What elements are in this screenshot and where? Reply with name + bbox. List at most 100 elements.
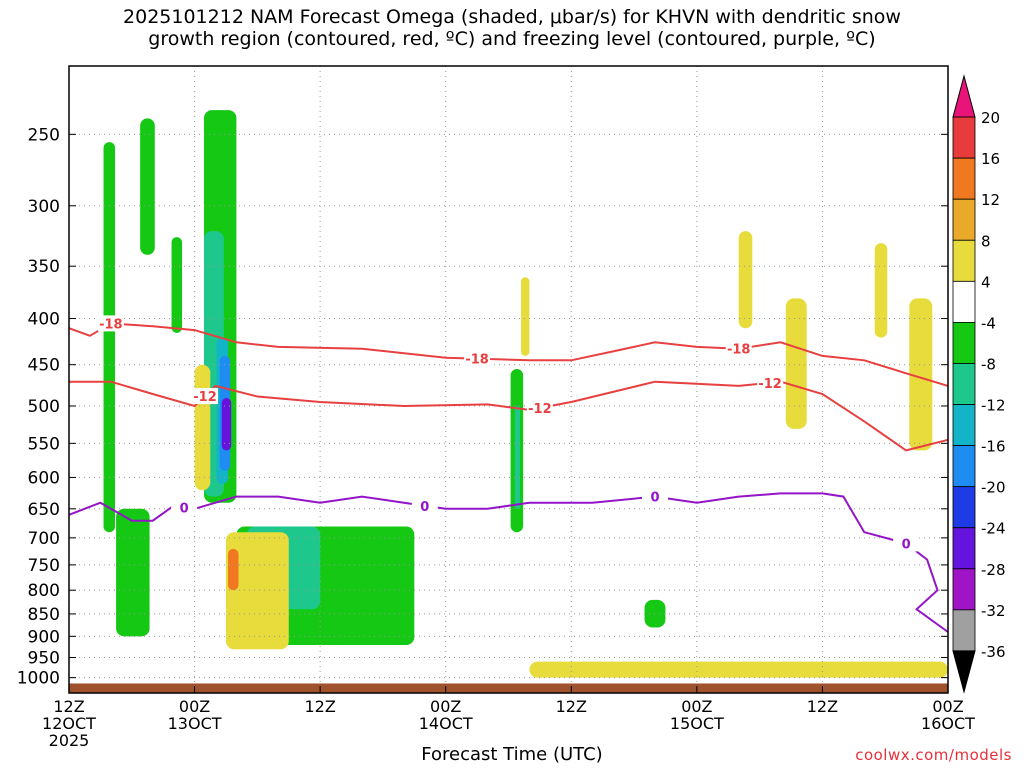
omega-region-15 bbox=[225, 532, 289, 650]
omega-region-17 bbox=[521, 277, 530, 356]
colorbar-label: -8 bbox=[981, 355, 996, 373]
colorbar-arrow-top bbox=[952, 74, 976, 118]
contour-label-0: 0 bbox=[650, 491, 659, 506]
colorbar-label: 16 bbox=[981, 150, 1000, 168]
contour--12-line bbox=[69, 380, 949, 452]
omega-region-20 bbox=[874, 243, 888, 338]
x-tick-label: 14OCT bbox=[419, 714, 473, 733]
x-axis-label: Forecast Time (UTC) bbox=[421, 744, 603, 765]
omega-region-22 bbox=[529, 661, 948, 678]
colorbar-label: 20 bbox=[981, 109, 1000, 127]
y-tick-label: 750 bbox=[28, 556, 60, 576]
y-tick-label: 600 bbox=[28, 468, 60, 488]
x-tick-label: 13OCT bbox=[168, 714, 222, 733]
contour-label-0: 0 bbox=[420, 500, 429, 515]
x-tick-label: 12Z bbox=[807, 697, 838, 716]
contour-label-bg bbox=[893, 535, 920, 552]
contour-label-bg bbox=[526, 399, 553, 416]
y-tick-label: 400 bbox=[28, 310, 60, 330]
colorbar-swatch bbox=[952, 609, 976, 652]
contour-label-bg bbox=[464, 350, 491, 367]
plot-frame bbox=[68, 65, 949, 694]
colorbar-label: -24 bbox=[981, 520, 1006, 538]
source-credit: coolwx.com/models bbox=[855, 746, 1012, 764]
omega-region-9 bbox=[514, 405, 521, 509]
colorbar-label: -28 bbox=[981, 561, 1006, 579]
colorbar-swatch bbox=[952, 445, 976, 488]
contour-label--18: -18 bbox=[465, 353, 489, 368]
omega-region-18 bbox=[738, 231, 753, 329]
x-tick-label: 2025 bbox=[49, 731, 90, 750]
omega-region-13 bbox=[644, 599, 666, 628]
x-tick-label: 00Z bbox=[681, 697, 712, 716]
colorbar-label: -36 bbox=[981, 643, 1006, 661]
x-tick-label: 12Z bbox=[53, 697, 84, 716]
omega-region-10 bbox=[116, 508, 150, 637]
contour-label--12: -12 bbox=[528, 402, 552, 417]
contour-label--12: -12 bbox=[758, 377, 782, 392]
colorbar-label: -12 bbox=[981, 397, 1006, 415]
y-tick-label: 300 bbox=[28, 197, 60, 217]
colorbar-label: 12 bbox=[981, 191, 1000, 209]
y-tick-label: 950 bbox=[28, 649, 60, 669]
colorbar-label: -32 bbox=[981, 602, 1006, 620]
contour-label-bg bbox=[411, 497, 438, 514]
y-tick-label: 250 bbox=[28, 125, 60, 145]
omega-region-19 bbox=[785, 298, 807, 429]
contour-label-0: 0 bbox=[180, 501, 189, 516]
contour-label-bg bbox=[171, 499, 198, 516]
contour-label-0: 0 bbox=[902, 537, 911, 552]
colorbar-swatch bbox=[952, 568, 976, 611]
y-tick-label: 500 bbox=[28, 397, 60, 417]
colorbar-swatch bbox=[952, 239, 976, 282]
colorbar-swatch bbox=[952, 486, 976, 529]
colorbar-swatch bbox=[952, 116, 976, 159]
omega-region-14 bbox=[194, 364, 211, 491]
chart-title-line1: 2025101212 NAM Forecast Omega (shaded, μ… bbox=[123, 6, 901, 28]
x-tick-label: 00Z bbox=[932, 697, 963, 716]
contour-label-bg bbox=[192, 388, 219, 405]
contour-label-bg bbox=[757, 374, 784, 391]
y-tick-label: 850 bbox=[28, 605, 60, 625]
colorbar-label: -20 bbox=[981, 479, 1006, 497]
omega-region-2 bbox=[171, 237, 183, 333]
contour-label-bg bbox=[642, 488, 668, 505]
omega-region-16 bbox=[228, 548, 239, 591]
chart-title-line2: growth region (contoured, red, ºC) and f… bbox=[148, 28, 876, 50]
chart-title: 2025101212 NAM Forecast Omega (shaded, μ… bbox=[0, 6, 1024, 50]
contour-label--18: -18 bbox=[727, 343, 751, 358]
colorbar-arrow-bottom bbox=[952, 650, 976, 694]
y-tick-label: 800 bbox=[28, 581, 60, 601]
x-tick-label: 00Z bbox=[179, 697, 210, 716]
colorbar-swatch bbox=[952, 404, 976, 446]
y-tick-label: 550 bbox=[28, 434, 60, 454]
contour--18-line bbox=[68, 322, 949, 387]
colorbar-swatch bbox=[952, 527, 976, 570]
omega-region-1 bbox=[140, 118, 155, 255]
ground-band bbox=[69, 683, 948, 693]
colorbar-swatch bbox=[952, 198, 976, 241]
y-tick-label: 450 bbox=[28, 356, 60, 376]
omega-region-7 bbox=[221, 398, 232, 451]
colorbar-label: -16 bbox=[981, 438, 1006, 456]
x-tick-label: 12Z bbox=[304, 697, 335, 716]
contour-label-bg bbox=[97, 315, 124, 332]
x-tick-label: 00Z bbox=[430, 697, 461, 716]
contour-label--18: -18 bbox=[99, 317, 123, 332]
colorbar-label: 8 bbox=[981, 232, 991, 250]
x-tick-label: 12Z bbox=[556, 697, 587, 716]
x-tick-label: 16OCT bbox=[921, 714, 975, 733]
y-tick-label: 350 bbox=[28, 257, 60, 277]
colorbar-swatch bbox=[952, 280, 976, 323]
colorbar-label: -4 bbox=[981, 314, 996, 332]
contour-label-bg bbox=[725, 340, 752, 357]
contour-label--12: -12 bbox=[193, 390, 217, 405]
omega-region-0 bbox=[103, 142, 116, 533]
colorbar-swatch bbox=[952, 321, 976, 364]
y-tick-label: 700 bbox=[28, 529, 60, 549]
y-tick-label: 900 bbox=[28, 627, 60, 647]
colorbar-swatch bbox=[952, 157, 976, 200]
colorbar-label: 4 bbox=[981, 273, 991, 291]
colorbar-swatch bbox=[952, 363, 976, 405]
